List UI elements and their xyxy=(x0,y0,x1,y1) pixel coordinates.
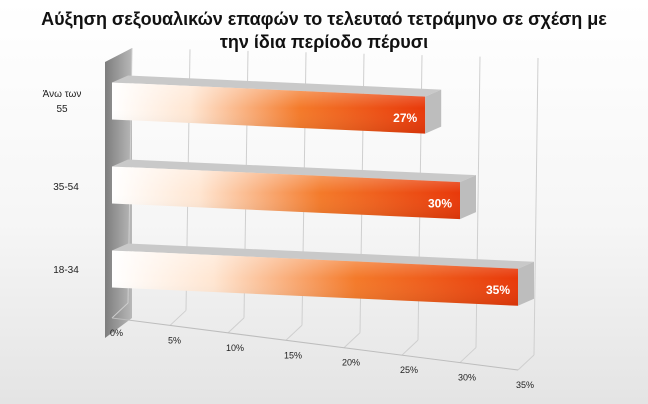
x-tick-label-4: 20% xyxy=(342,358,360,368)
floor-line-2 xyxy=(227,317,245,334)
bar-end-55-plus xyxy=(425,89,442,134)
floor-line-4 xyxy=(343,332,361,349)
floor-line-3 xyxy=(285,324,303,341)
bar-end-18-34 xyxy=(518,261,534,306)
bars xyxy=(112,75,534,306)
value-label-18-34: 35% xyxy=(486,283,510,297)
category-label-18-34: 18-34 xyxy=(53,265,79,276)
chart-title-line-2: την ίδια περίοδο πέρυσι xyxy=(219,32,429,52)
floor-line-0 xyxy=(111,302,129,319)
category-label-55-plus: Άνω των 55 xyxy=(43,89,82,115)
floor-front-edge xyxy=(111,317,519,371)
bar-end-35-54 xyxy=(460,175,476,220)
floor-line-6 xyxy=(459,347,477,363)
x-tick-label-7: 35% xyxy=(516,380,534,390)
x-tick-label-3: 15% xyxy=(284,350,302,360)
floor-line-5 xyxy=(401,339,419,356)
bar-top-18-34 xyxy=(112,243,534,269)
labels: 0% 5% 10% 15% 20% 25% 30% 35% 27% 30% 35% Άνω των 55… xyxy=(43,89,534,390)
x-tick-label-5: 25% xyxy=(400,365,418,375)
bar-shade-35-54 xyxy=(112,166,460,220)
floor-line-7 xyxy=(517,354,535,371)
value-label-35-54: 30% xyxy=(428,196,452,210)
x-tick-label-1: 5% xyxy=(168,335,181,345)
value-label-55-plus: 27% xyxy=(393,111,417,125)
floor-line-1 xyxy=(169,310,187,326)
bar-shade-18-34 xyxy=(112,250,518,306)
chart-title-line-1: Αύξηση σεξουαλικών επαφών το τελευταό τε… xyxy=(41,9,607,29)
x-tick-label-0: 0% xyxy=(110,328,123,338)
x-tick-label-2: 10% xyxy=(226,343,244,353)
bar-shade-55-plus xyxy=(112,82,426,134)
x-tick-label-6: 30% xyxy=(458,373,476,383)
category-label-35-54: 35-54 xyxy=(53,182,79,193)
bar-top-35-54 xyxy=(112,159,476,183)
chart-title: Αύξηση σεξουαλικών επαφών το τελευταό τε… xyxy=(0,8,648,54)
bar-top-55-plus xyxy=(112,75,442,97)
gridline-7 xyxy=(533,57,539,356)
